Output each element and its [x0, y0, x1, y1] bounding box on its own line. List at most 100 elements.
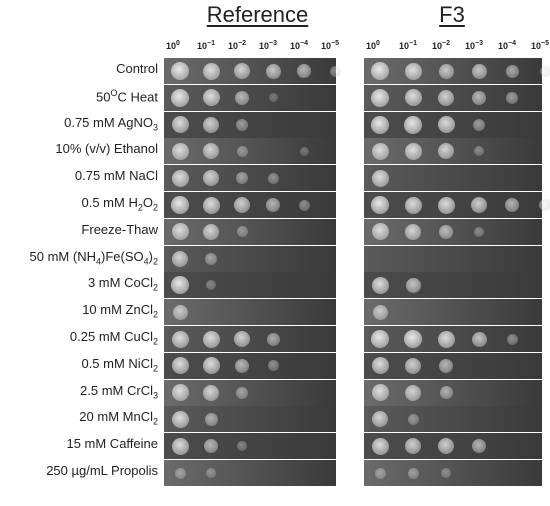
colony-spot [472, 90, 486, 105]
dilution-base: 10 [197, 41, 208, 51]
colony-spot [172, 250, 188, 267]
dilution-header: 10−1 [197, 40, 215, 51]
colony-spot [474, 146, 484, 157]
condition-label-part: 0.75 mM AgNO [64, 114, 153, 130]
reference-plate-strip [164, 192, 336, 218]
condition-label-part: 0.5 mM NiCl [81, 355, 153, 371]
condition-label-part: C Heat [117, 89, 158, 105]
colony-spot [506, 333, 518, 345]
condition-label-part: 2 [137, 202, 143, 213]
dilution-base: 10 [432, 41, 443, 51]
condition-label: 50 mM (NH4)Fe(SO4)2 [30, 249, 158, 267]
reference-plate-strip [164, 352, 336, 379]
colony-spot [371, 62, 389, 80]
colony-spot [171, 437, 189, 455]
colony-spot [371, 437, 389, 455]
dilution-exponent: −5 [331, 40, 339, 47]
f3-plate-strip [364, 379, 542, 406]
colony-spot [235, 90, 249, 105]
condition-label-part: 10 mM ZnCl [82, 302, 153, 318]
reference-plate-strip [164, 138, 336, 165]
colony-spot [439, 224, 453, 239]
dilution-header: 10−3 [465, 40, 483, 51]
condition-label-part: 15 mM Caffeine [66, 436, 158, 452]
colony-spot [438, 63, 454, 79]
f3-plate-strip [364, 245, 542, 272]
colony-spot [298, 199, 310, 211]
colony-spot [405, 223, 421, 240]
condition-label: 0.5 mM NiCl2 [81, 356, 158, 374]
reference-plate-strip [164, 272, 336, 299]
colony-spot [371, 330, 389, 348]
f3-plate-strip [364, 352, 542, 379]
condition-label-part: O [110, 87, 118, 98]
colony-spot [404, 62, 422, 80]
colony-spot [203, 223, 219, 240]
reference-plate-strip [164, 299, 336, 326]
colony-spot [234, 331, 250, 347]
condition-label-part: Control [116, 61, 158, 76]
reference-plate-strip [164, 165, 336, 192]
condition-label: 50OC Heat [96, 88, 158, 104]
colony-spot [371, 115, 389, 134]
f3-plate-strip [364, 138, 542, 165]
dilution-exponent: −4 [300, 40, 308, 47]
condition-label-part: 4 [95, 256, 101, 267]
colony-spot [371, 169, 389, 187]
colony-spot [171, 62, 189, 80]
reference-plate-strip [164, 433, 336, 460]
dilution-base: 10 [399, 41, 410, 51]
f3-plate-strip [364, 165, 542, 192]
dilution-base: 10 [228, 41, 239, 51]
dilution-exponent: −2 [442, 40, 450, 47]
colony-spot [268, 93, 278, 103]
reference-plate-strip [164, 111, 336, 138]
condition-label: 20 mM MnCl2 [79, 409, 158, 427]
colony-spot [171, 384, 189, 402]
condition-label-part: 2.5 mM CrCl [80, 382, 153, 398]
colony-spot [297, 64, 311, 78]
reference-plate-strip [164, 245, 336, 272]
dilution-header: 10−1 [399, 40, 417, 51]
condition-label: 250 µg/mL Propolis [46, 463, 158, 478]
colony-spot [203, 116, 219, 133]
colony-spot [235, 358, 249, 373]
colony-spot [372, 411, 388, 428]
dilution-exponent: −4 [508, 40, 516, 47]
condition-label-part: ) [148, 248, 153, 264]
condition-label: Control [116, 61, 158, 76]
colony-spot [371, 357, 389, 375]
condition-label-part: 50 mM (NH [29, 248, 96, 264]
condition-label-part: 3 [152, 390, 158, 401]
f3-plate-strip [364, 433, 542, 460]
dilution-base: 10 [321, 41, 332, 51]
reference-plate-strip [164, 406, 336, 433]
colony-spot [404, 196, 422, 214]
colony-spot [236, 386, 248, 399]
condition-label: 2.5 mM CrCl3 [80, 383, 158, 401]
reference-panel-title: Reference [206, 2, 309, 27]
colony-spot [407, 413, 419, 425]
condition-label: 0.5 mM H2O2 [82, 195, 159, 213]
condition-label: 10 mM ZnCl2 [82, 302, 158, 320]
colony-spot [473, 118, 485, 131]
reference-plate-strip [164, 326, 336, 352]
colony-spot [505, 64, 519, 78]
reference-plate-strip [164, 218, 336, 245]
colony-spot [371, 276, 389, 294]
colony-spot [329, 65, 341, 77]
dilution-exponent: 0 [176, 40, 180, 47]
dilution-header: 10−2 [228, 40, 246, 51]
colony-spot [438, 438, 454, 455]
colony-spot [236, 172, 248, 185]
colony-spot [171, 223, 189, 241]
colony-spot [472, 439, 486, 454]
condition-label-part: 3 mM CoCl [87, 275, 153, 291]
colony-spot [441, 468, 451, 478]
condition-label-part: 250 µg/mL Propolis [46, 463, 158, 478]
dilution-base: 10 [531, 41, 542, 51]
condition-label: 10% (v/v) Ethanol [55, 141, 158, 156]
colony-spot [171, 142, 189, 160]
dilution-base: 10 [498, 41, 509, 51]
colony-spot [471, 331, 487, 347]
